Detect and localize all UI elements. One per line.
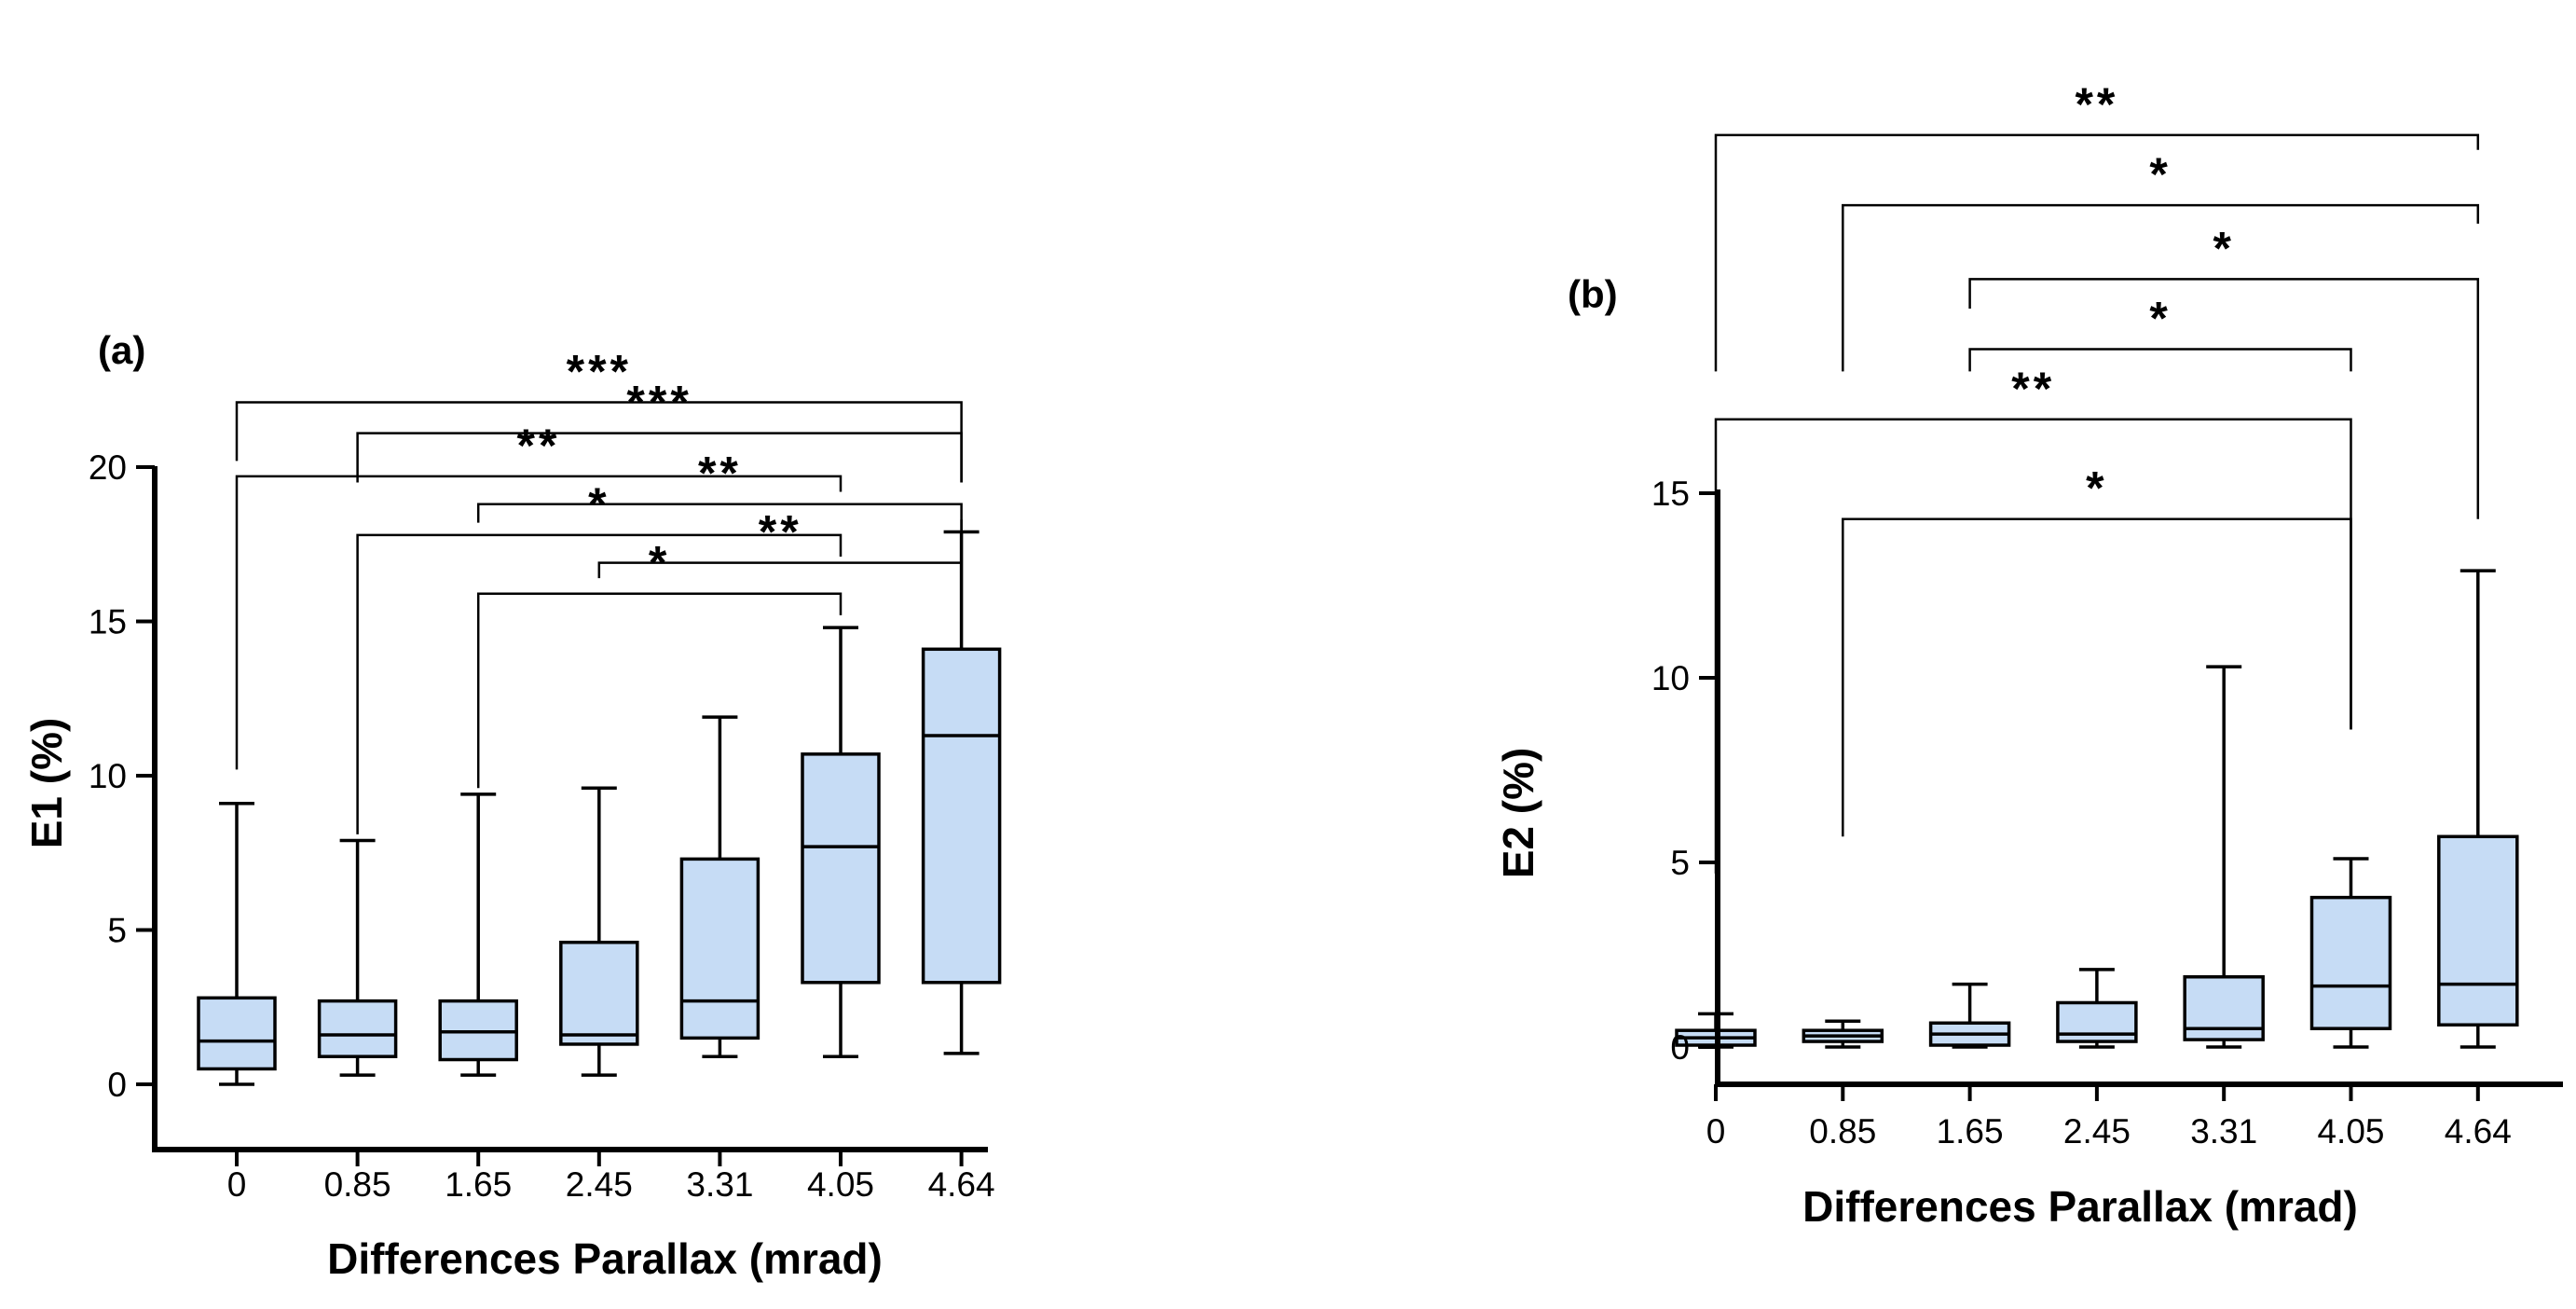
a-box <box>801 752 881 985</box>
b-bracket-line <box>1842 203 2480 372</box>
a-bracket: * <box>356 478 843 834</box>
a-axes: 0 5 10 15 20 0 0.85 1.65 2.45 3.31 4.05 4.64 <box>89 448 995 1204</box>
b-y-tick-label: 15 <box>1651 475 1690 513</box>
a-box-group <box>801 626 881 1058</box>
a-bracket-stars: *** <box>626 377 692 429</box>
b-bracket-stars: * <box>2149 293 2171 345</box>
b-box <box>2309 895 2392 1030</box>
a-bracket-line <box>476 503 963 615</box>
b-x-tick-label: 0 <box>1706 1112 1726 1151</box>
b-bracket-stars: * <box>2086 462 2107 515</box>
a-bracket-line <box>356 432 963 483</box>
a-y-tick-label: 0 <box>107 1066 127 1104</box>
b-bracket-stars: ** <box>2011 363 2055 415</box>
b-bracket-stars: * <box>2149 148 2171 200</box>
b-boxplots <box>1675 569 2519 1049</box>
b-box-group <box>1802 1019 1884 1049</box>
a-x-axis-title: Differences Parallax (mrad) <box>327 1234 883 1283</box>
a-box <box>317 999 398 1058</box>
b-box-group <box>2056 968 2138 1049</box>
a-bracket-stars: *** <box>567 345 632 397</box>
a-x-tick-label: 3.31 <box>686 1165 753 1204</box>
a-panel-label: (a) <box>98 328 145 372</box>
b-bracket-line <box>1714 133 2480 372</box>
a-box <box>921 647 1002 985</box>
b-y-tick-label: 5 <box>1670 844 1690 882</box>
a-bracket-line <box>235 475 843 770</box>
a-box-group <box>317 838 398 1077</box>
b-bracket-line <box>1714 418 2352 874</box>
a-bracket: ** <box>235 420 843 770</box>
a-box-group <box>438 792 518 1077</box>
a-x-tick-label: 0 <box>227 1165 247 1204</box>
b-bracket-line <box>1842 517 2352 837</box>
b-box-group <box>2183 665 2265 1049</box>
b-y-tick-label: 0 <box>1670 1028 1690 1067</box>
a-bracket: *** <box>356 377 963 483</box>
a-y-tick-label: 10 <box>89 757 127 795</box>
b-x-tick-label: 0.85 <box>1809 1112 1876 1151</box>
b-box <box>2437 834 2519 1027</box>
a-box <box>197 996 277 1071</box>
b-panel-label: (b) <box>1568 272 1618 316</box>
b-bracket: ** <box>1714 363 2352 874</box>
a-bracket-stars: ** <box>698 448 742 500</box>
b-bracket: * <box>1968 293 2352 372</box>
a-y-axis-title: E1 (%) <box>22 718 71 849</box>
a-bracket: *** <box>235 345 963 483</box>
b-x-tick-label: 3.31 <box>2190 1112 2257 1151</box>
a-box-group <box>921 530 1002 1055</box>
b-axes: 0 5 10 15 0 0.85 1.65 2.45 3.31 4.05 4.64 <box>1651 475 2563 1151</box>
b-bracket-stars: * <box>2213 222 2234 274</box>
b-box-group <box>2309 857 2392 1049</box>
a-box-group <box>559 786 639 1077</box>
a-bracket: ** <box>476 448 963 615</box>
b-y-axis-title: E2 (%) <box>1494 748 1542 879</box>
b-significance-brackets: ******** <box>1714 78 2480 874</box>
b-bracket-line <box>1968 348 2352 372</box>
b-x-tick-label: 2.45 <box>2063 1112 2131 1151</box>
a-bracket-line <box>235 401 963 483</box>
a-y-tick-label: 5 <box>107 912 127 950</box>
a-x-tick-label: 0.85 <box>324 1165 391 1204</box>
b-box-group <box>2437 569 2519 1049</box>
a-bracket-line <box>476 592 843 789</box>
a-bracket-stars: ** <box>517 420 561 472</box>
a-x-tick-label: 2.45 <box>566 1165 633 1204</box>
b-box <box>2183 975 2265 1041</box>
b-bracket: * <box>1842 148 2480 372</box>
a-x-tick-label: 4.64 <box>928 1165 995 1204</box>
a-x-tick-label: 4.05 <box>807 1165 874 1204</box>
a-box-group <box>679 715 760 1058</box>
a-x-tick-label: 1.65 <box>445 1165 512 1204</box>
b-bracket: * <box>1968 222 2480 519</box>
a-bracket-stars: ** <box>759 506 802 558</box>
a-box-group <box>197 802 277 1086</box>
a-box <box>559 940 639 1046</box>
a-boxplots <box>197 530 1002 1086</box>
b-x-tick-label: 4.64 <box>2445 1112 2512 1151</box>
b-x-tick-label: 1.65 <box>1937 1112 2004 1151</box>
b-x-tick-label: 4.05 <box>2317 1112 2384 1151</box>
b-y-tick-label: 10 <box>1651 659 1690 697</box>
b-bracket-stars: ** <box>2075 78 2118 131</box>
a-bracket-stars: * <box>588 478 610 530</box>
a-bracket-line <box>356 533 843 834</box>
a-y-tick-label: 20 <box>89 448 127 487</box>
a-y-tick-label: 15 <box>89 603 127 641</box>
b-x-axis-title: Differences Parallax (mrad) <box>1802 1182 2358 1231</box>
a-bracket: * <box>476 537 843 789</box>
a-box <box>679 857 760 1040</box>
a-bracket-stars: * <box>649 537 670 589</box>
b-box-group <box>1928 982 2011 1049</box>
b-bracket-line <box>1968 278 2480 519</box>
b-bracket: * <box>1842 462 2352 837</box>
a-significance-brackets: ************** <box>235 345 963 834</box>
b-bracket: ** <box>1714 78 2480 372</box>
